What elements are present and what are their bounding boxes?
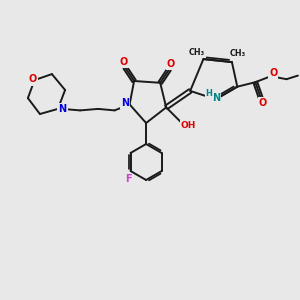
Text: O: O: [29, 74, 37, 85]
Text: F: F: [125, 174, 131, 184]
Text: N: N: [212, 93, 220, 103]
Text: H: H: [206, 89, 212, 98]
Text: O: O: [259, 98, 267, 108]
Text: N: N: [121, 98, 129, 108]
Text: O: O: [269, 68, 278, 78]
Text: CH₃: CH₃: [189, 48, 205, 57]
Text: N: N: [58, 104, 67, 115]
Text: OH: OH: [181, 122, 196, 130]
Text: O: O: [167, 59, 175, 69]
Text: CH₃: CH₃: [230, 49, 246, 58]
Text: O: O: [119, 57, 128, 67]
